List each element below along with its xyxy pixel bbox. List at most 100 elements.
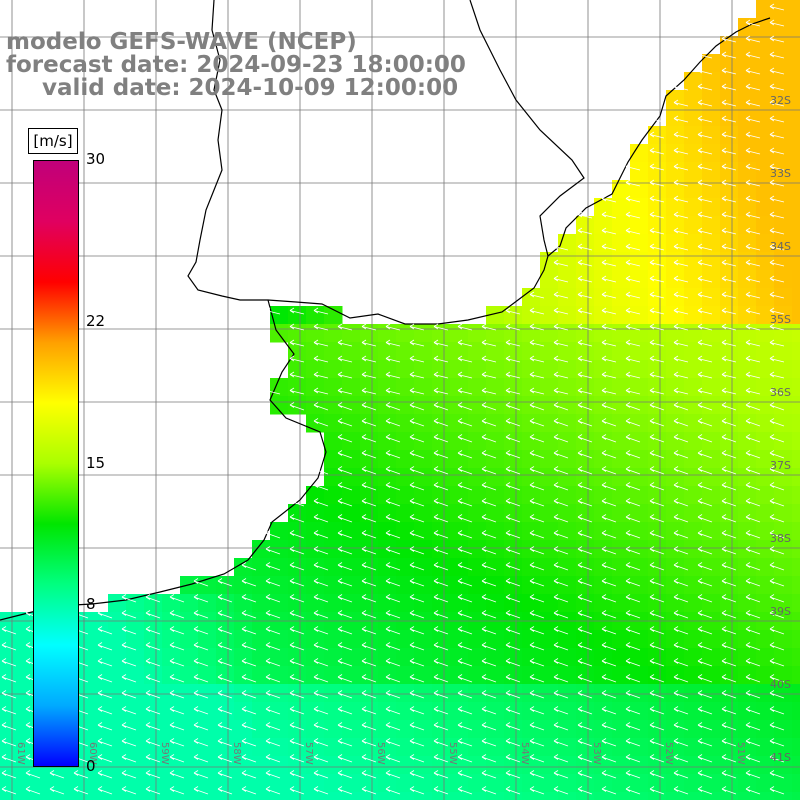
wind-arrow [217, 594, 233, 603]
wind-speed-cell [540, 540, 559, 559]
wind-arrow [193, 738, 209, 747]
wind-arrow [385, 323, 401, 331]
wind-arrow [457, 546, 473, 555]
wind-speed-cell [648, 468, 667, 487]
wind-speed-cell [450, 432, 469, 451]
wind-arrow [721, 722, 737, 731]
wind-arrow [505, 578, 521, 587]
wind-speed-cell [270, 648, 289, 667]
wind-speed-cell [396, 504, 415, 523]
wind-arrow [433, 578, 449, 587]
wind-arrow [601, 642, 617, 651]
wind-arrow [385, 594, 401, 603]
wind-speed-cell [18, 702, 37, 721]
wind-speed-cell [468, 378, 487, 397]
wind-speed-cell [756, 738, 775, 757]
wind-speed-cell [306, 720, 325, 739]
wind-arrow [529, 722, 545, 731]
wind-arrow [745, 195, 761, 203]
wind-arrow [697, 706, 713, 715]
wind-arrow [337, 738, 353, 747]
wind-speed-cell [432, 630, 451, 649]
wind-arrow [145, 658, 161, 667]
wind-speed-cell [396, 486, 415, 505]
wind-arrow [745, 179, 761, 187]
wind-speed-cell [90, 738, 109, 757]
wind-speed-cell [486, 576, 505, 595]
wind-arrow [721, 562, 737, 571]
wind-arrow [313, 323, 329, 331]
wind-speed-cell [270, 630, 289, 649]
wind-arrow [601, 227, 617, 235]
wind-speed-cell [630, 198, 649, 217]
wind-speed-cell [558, 486, 577, 505]
wind-arrow [745, 562, 761, 571]
wind-speed-cell [234, 594, 253, 613]
wind-arrow [577, 626, 593, 635]
wind-arrow [265, 786, 281, 795]
wind-speed-cell [540, 414, 559, 433]
wind-speed-cell [666, 288, 685, 307]
wind-speed-cell [378, 360, 397, 379]
wind-arrow [289, 594, 305, 603]
wind-arrow [481, 482, 497, 491]
wind-arrow [601, 562, 617, 571]
wind-arrow [577, 227, 593, 235]
wind-arrow [193, 626, 209, 635]
wind-speed-cell [756, 360, 775, 379]
wind-speed-cell [540, 342, 559, 361]
wind-speed-cell [702, 738, 721, 757]
wind-speed-cell [702, 234, 721, 253]
wind-arrow [625, 786, 641, 795]
wind-speed-cell [72, 774, 91, 793]
wind-speed-cell [540, 288, 559, 307]
wind-arrow [769, 658, 785, 667]
wind-speed-cell [378, 576, 397, 595]
colorbar-tick-label: 15 [86, 453, 106, 472]
wind-speed-cell [306, 630, 325, 649]
wind-speed-cell [630, 738, 649, 757]
wind-speed-cell [702, 684, 721, 703]
wind-arrow [649, 402, 665, 411]
wind-speed-cell [756, 558, 775, 577]
wind-arrow [217, 722, 233, 731]
wind-arrow [313, 562, 329, 571]
wind-arrow [337, 690, 353, 699]
wind-speed-cell [522, 702, 541, 721]
wind-arrow [361, 706, 377, 715]
wind-speed-cell [306, 648, 325, 667]
wind-speed-cell [396, 396, 415, 415]
wind-arrow [649, 323, 665, 331]
wind-arrow [625, 754, 641, 763]
wind-speed-cell [738, 90, 757, 109]
wind-arrow [505, 466, 521, 475]
wind-arrow [409, 722, 425, 731]
wind-arrow [169, 642, 185, 651]
wind-arrow [745, 466, 761, 475]
wind-arrow [673, 402, 689, 411]
wind-speed-cell [342, 720, 361, 739]
wind-speed-cell [702, 216, 721, 235]
wind-speed-cell [558, 324, 577, 343]
wind-arrow [361, 658, 377, 667]
wind-arrow [217, 626, 233, 635]
wind-speed-cell [378, 792, 397, 800]
wind-speed-cell [630, 396, 649, 415]
wind-arrow [385, 642, 401, 651]
wind-arrow [409, 323, 425, 331]
wind-speed-cell [702, 432, 721, 451]
wind-speed-cell [378, 432, 397, 451]
wind-speed-cell [576, 288, 595, 307]
wind-arrow [697, 690, 713, 699]
wind-arrow [457, 355, 473, 363]
wind-speed-cell [90, 774, 109, 793]
wind-arrow [505, 450, 521, 459]
wind-speed-cell [144, 720, 163, 739]
wind-arrow [73, 770, 89, 779]
wind-arrow [697, 179, 713, 187]
wind-speed-cell [162, 648, 181, 667]
wind-arrow [313, 402, 329, 411]
wind-arrow [457, 450, 473, 459]
wind-speed-cell [756, 522, 775, 541]
